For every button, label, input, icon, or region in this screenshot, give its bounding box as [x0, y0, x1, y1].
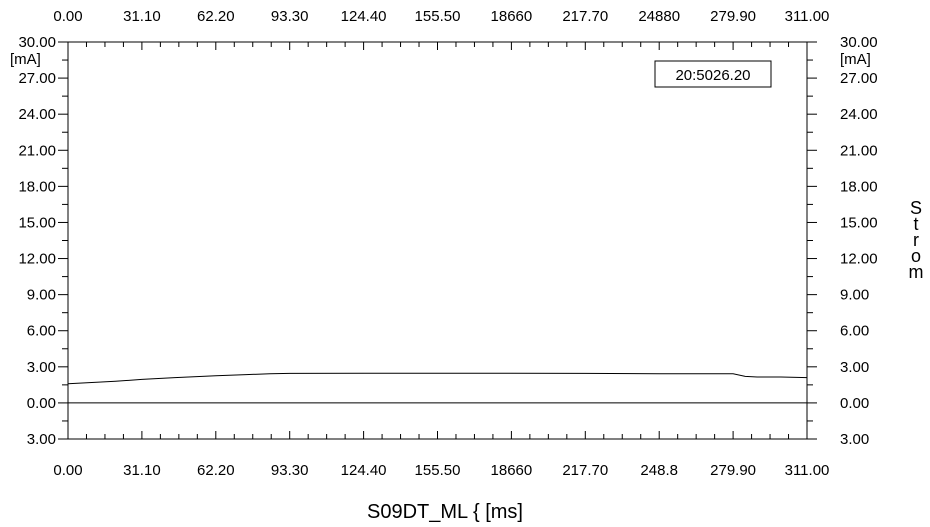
y-tick-label-right: 12.00	[840, 251, 878, 268]
x-tick-label-top: 93.30	[271, 8, 309, 25]
x-tick-label-top: 311.00	[785, 8, 830, 25]
y-tick-label-left: 12.00	[18, 251, 56, 268]
x-tick-label-top: 217.70	[562, 8, 608, 25]
y-axis-label-letter: S	[910, 198, 922, 218]
x-tick-label-bottom: 18660	[491, 462, 533, 479]
x-tick-label-bottom: 279.90	[710, 462, 756, 479]
chart-axes	[67, 41, 808, 440]
y-tick-label-left: 3.00	[27, 359, 56, 376]
y-unit-right: [mA]	[840, 51, 871, 68]
y-tick-label-right: 21.00	[840, 142, 878, 159]
chart-ticks	[58, 41, 817, 440]
x-tick-label-bottom: 124.40	[341, 462, 387, 479]
y-axis-label-letter: r	[913, 230, 919, 250]
x-tick-label-top: 62.20	[197, 8, 235, 25]
y-tick-label-left: 21.00	[18, 142, 56, 159]
x-tick-label-top: 124.40	[341, 8, 387, 25]
y-tick-label-left: 24.00	[18, 106, 56, 123]
y-axis-label-letter: t	[913, 214, 918, 234]
y-tick-label-left: 18.00	[18, 178, 56, 195]
current-series-line	[67, 372, 808, 385]
x-tick-label-bottom: 248.8	[640, 462, 678, 479]
y-axis-label-letter: m	[909, 262, 924, 282]
x-tick-label-bottom: 0.00	[53, 462, 82, 479]
chart-series	[67, 372, 808, 404]
y-tick-label-right: 3.00	[840, 431, 869, 448]
y-axis-label-letter: o	[911, 246, 921, 266]
x-tick-label-bottom: 31.10	[123, 462, 161, 479]
x-tick-label-top: 31.10	[123, 8, 161, 25]
x-tick-label-top: 0.00	[53, 8, 82, 25]
x-tick-label-bottom: 311.00	[785, 462, 830, 479]
chart-tick-labels: 0.00 31.10 62.20 93.30 124.40 155.50 18660 217.…	[18, 8, 877, 479]
x-tick-label-top: 279.90	[710, 8, 756, 25]
y-tick-label-right: 0.00	[840, 395, 869, 412]
timestamp-box: 20:5026.20	[654, 60, 772, 88]
y-tick-label-left: 30.00	[18, 34, 56, 51]
x-axis-label: S09DT_ML { [ms]	[367, 501, 523, 523]
y-tick-label-right: 30.00	[840, 34, 878, 51]
y-tick-label-left: 6.00	[27, 323, 56, 340]
y-tick-label-left: 27.00	[18, 70, 56, 87]
y-tick-label-left: 9.00	[27, 287, 56, 304]
x-tick-label-top: 155.50	[415, 8, 461, 25]
y-unit-left: [mA]	[10, 51, 41, 68]
x-tick-label-bottom: 93.30	[271, 462, 309, 479]
x-tick-label-top: 24880	[638, 8, 680, 25]
plot-frame	[67, 41, 808, 440]
y-tick-label-right: 27.00	[840, 70, 878, 87]
y-tick-label-right: 9.00	[840, 287, 869, 304]
x-tick-label-top: 18660	[491, 8, 533, 25]
y-tick-label-right: 15.00	[840, 214, 878, 231]
y-tick-label-right: 6.00	[840, 323, 869, 340]
y-tick-label-left: 0.00	[27, 395, 56, 412]
y-tick-label-right: 18.00	[840, 178, 878, 195]
x-tick-label-bottom: 217.70	[562, 462, 608, 479]
y-tick-label-right: 24.00	[840, 106, 878, 123]
x-tick-label-bottom: 155.50	[415, 462, 461, 479]
timestamp-text: 20:5026.20	[675, 67, 750, 84]
y-tick-label-left: 15.00	[18, 214, 56, 231]
x-tick-label-bottom: 62.20	[197, 462, 235, 479]
y-tick-label-right: 3.00	[840, 359, 869, 376]
y-tick-label-left: 3.00	[27, 431, 56, 448]
